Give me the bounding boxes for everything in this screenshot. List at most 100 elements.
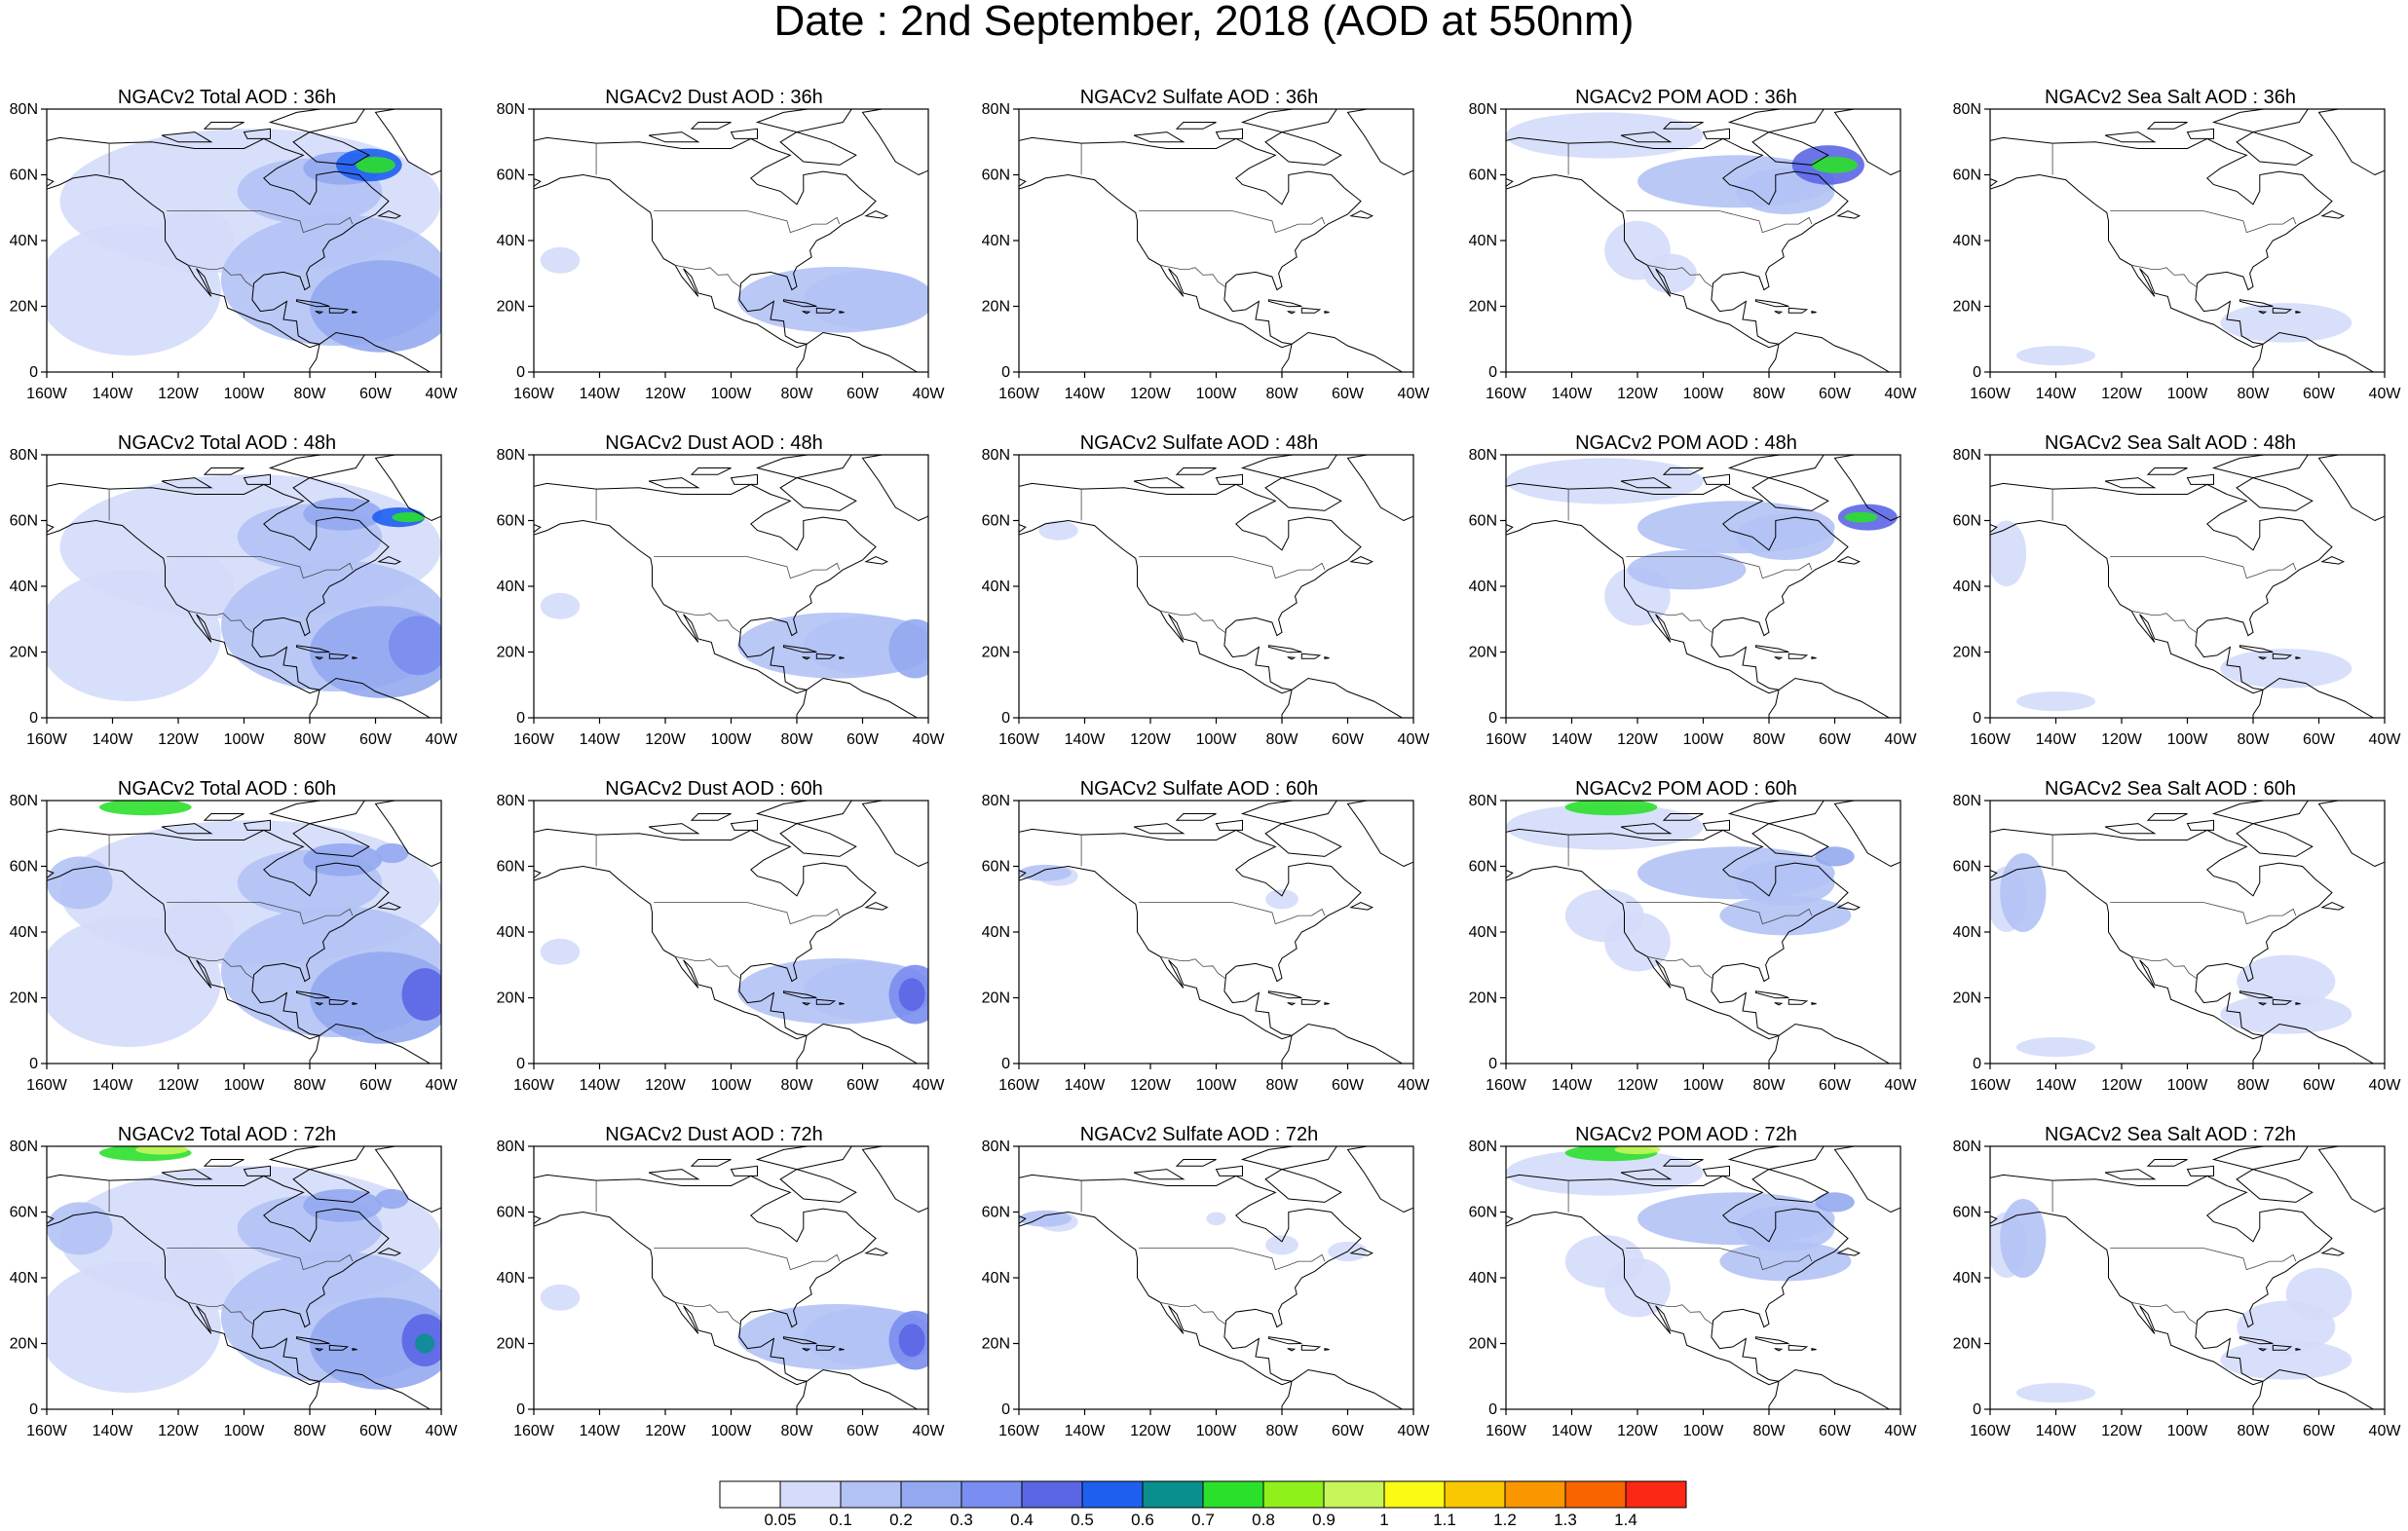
aod-field <box>1506 112 1864 294</box>
island-coast <box>1240 1146 1337 1171</box>
island-coast <box>243 473 271 485</box>
island-coast <box>1287 656 1297 660</box>
island-coast <box>783 1336 817 1345</box>
north-america-coast <box>1990 482 2333 694</box>
island-coast <box>839 310 845 314</box>
north-america-coast <box>1019 828 1362 1040</box>
island-coast <box>1702 128 1730 139</box>
x-tick-label: 140W <box>1552 1423 1594 1439</box>
y-tick-label: 20N <box>982 299 1010 316</box>
island-coast <box>2239 990 2274 999</box>
island-coast <box>1324 1001 1330 1005</box>
island-coast <box>1811 1001 1817 1005</box>
island-coast <box>864 1248 889 1256</box>
aod-region <box>1506 112 1704 159</box>
island-coast <box>2317 801 2385 868</box>
island-coast <box>1133 477 1185 489</box>
coastlines <box>47 801 441 1064</box>
x-tick-label: 60W <box>2303 1423 2336 1439</box>
island-coast <box>268 109 365 133</box>
island-coast <box>161 823 213 835</box>
island-coast <box>1264 823 1342 857</box>
panel-title: NGACv2 Sea Salt AOD : 72h <box>2045 1124 2296 1145</box>
island-coast <box>1662 813 1704 821</box>
aod-field <box>1506 801 1855 972</box>
south-america-coast <box>1281 677 1404 718</box>
country-border <box>167 556 354 579</box>
island-coast <box>2104 131 2157 143</box>
colorbar-label: 1.4 <box>1614 1511 1637 1529</box>
y-tick-label: 20N <box>10 299 38 316</box>
y-tick-label: 80N <box>497 447 525 464</box>
y-tick-label: 40N <box>1469 579 1497 595</box>
x-tick-label: 120W <box>1130 1077 1172 1094</box>
island-coast <box>2320 902 2346 911</box>
coastlines <box>534 109 928 372</box>
x-tick-label: 40W <box>2369 386 2402 402</box>
y-tick-label: 80N <box>1469 793 1497 809</box>
island-coast <box>161 131 213 143</box>
south-america-coast <box>1768 1023 1891 1064</box>
north-america-coast <box>47 136 390 349</box>
aod-region <box>1815 846 1855 867</box>
colorbar-label: 0.2 <box>889 1511 913 1529</box>
island-coast <box>1833 455 1900 522</box>
coastlines <box>1506 109 1900 372</box>
island-coast <box>1727 801 1825 825</box>
country-border <box>188 264 254 287</box>
aod-region <box>1736 513 1835 560</box>
panel-title: NGACv2 Sea Salt AOD : 36h <box>2045 87 2296 108</box>
x-tick-label: 40W <box>1398 1423 1431 1439</box>
y-tick-label: 60N <box>497 168 525 184</box>
aod-field <box>1019 864 1298 910</box>
island-coast <box>328 1344 350 1351</box>
y-tick-label: 40N <box>10 233 38 249</box>
map-plot: 80N 60N 40N 20N 0 160W 140W 120W 100W 80W 60W 40W <box>982 1139 1431 1439</box>
island-coast <box>1240 801 1337 825</box>
aod-region <box>303 842 383 877</box>
aod-region <box>155 1245 235 1311</box>
island-coast <box>1702 819 1730 831</box>
x-tick-label: 120W <box>2101 1077 2143 1094</box>
aod-region <box>1815 1192 1855 1213</box>
coastlines <box>1990 455 2385 718</box>
map-plot: 80N 60N 40N 20N 0 160W 140W 120W 100W 80W 60W 40W <box>1469 1139 1918 1439</box>
island-coast <box>1264 1169 1342 1203</box>
x-tick-label: 120W <box>1617 731 1659 748</box>
island-coast <box>203 813 245 821</box>
colorbar-label: 1.1 <box>1433 1511 1456 1529</box>
island-coast <box>2272 998 2293 1005</box>
y-tick-label: 80N <box>497 1139 525 1155</box>
coastlines <box>47 455 441 718</box>
aod-region <box>375 1188 409 1210</box>
aod-region <box>1038 520 1078 541</box>
island-coast <box>1774 656 1784 660</box>
x-tick-label: 100W <box>1196 731 1238 748</box>
coastlines <box>1990 1146 2385 1409</box>
island-coast <box>2146 467 2188 475</box>
y-tick-label: 60N <box>10 859 38 876</box>
island-coast <box>203 467 245 475</box>
y-tick-label: 40N <box>497 1270 525 1287</box>
map-panel-total-60h: NGACv2 Total AOD : 60h 80N 60N 40N 20N 0 160W 1… <box>0 779 459 1125</box>
x-tick-label: 100W <box>711 386 753 402</box>
map-panel-sulfate-72h: NGACv2 Sulfate AOD : 72h 80N 60N 40N 20N 0 160… <box>972 1125 1431 1471</box>
island-coast <box>2317 455 2385 522</box>
country-border <box>675 610 741 633</box>
x-tick-label: 80W <box>1753 1077 1787 1094</box>
south-america-coast <box>1768 331 1891 372</box>
x-tick-label: 140W <box>1065 731 1107 748</box>
x-tick-label: 60W <box>1819 1077 1852 1094</box>
north-america-coast <box>1506 1174 1849 1386</box>
island-coast <box>755 109 852 133</box>
x-tick-label: 140W <box>1065 1077 1107 1094</box>
island-coast <box>864 902 889 911</box>
y-tick-label: 0 <box>1001 710 1010 727</box>
x-tick-label: 100W <box>711 731 753 748</box>
aod-region <box>1736 859 1835 906</box>
y-tick-label: 80N <box>497 101 525 118</box>
island-coast <box>296 645 330 653</box>
coastlines <box>1990 801 2385 1064</box>
colorbar-label: 0.4 <box>1010 1511 1034 1529</box>
aod-region <box>1564 889 1644 943</box>
